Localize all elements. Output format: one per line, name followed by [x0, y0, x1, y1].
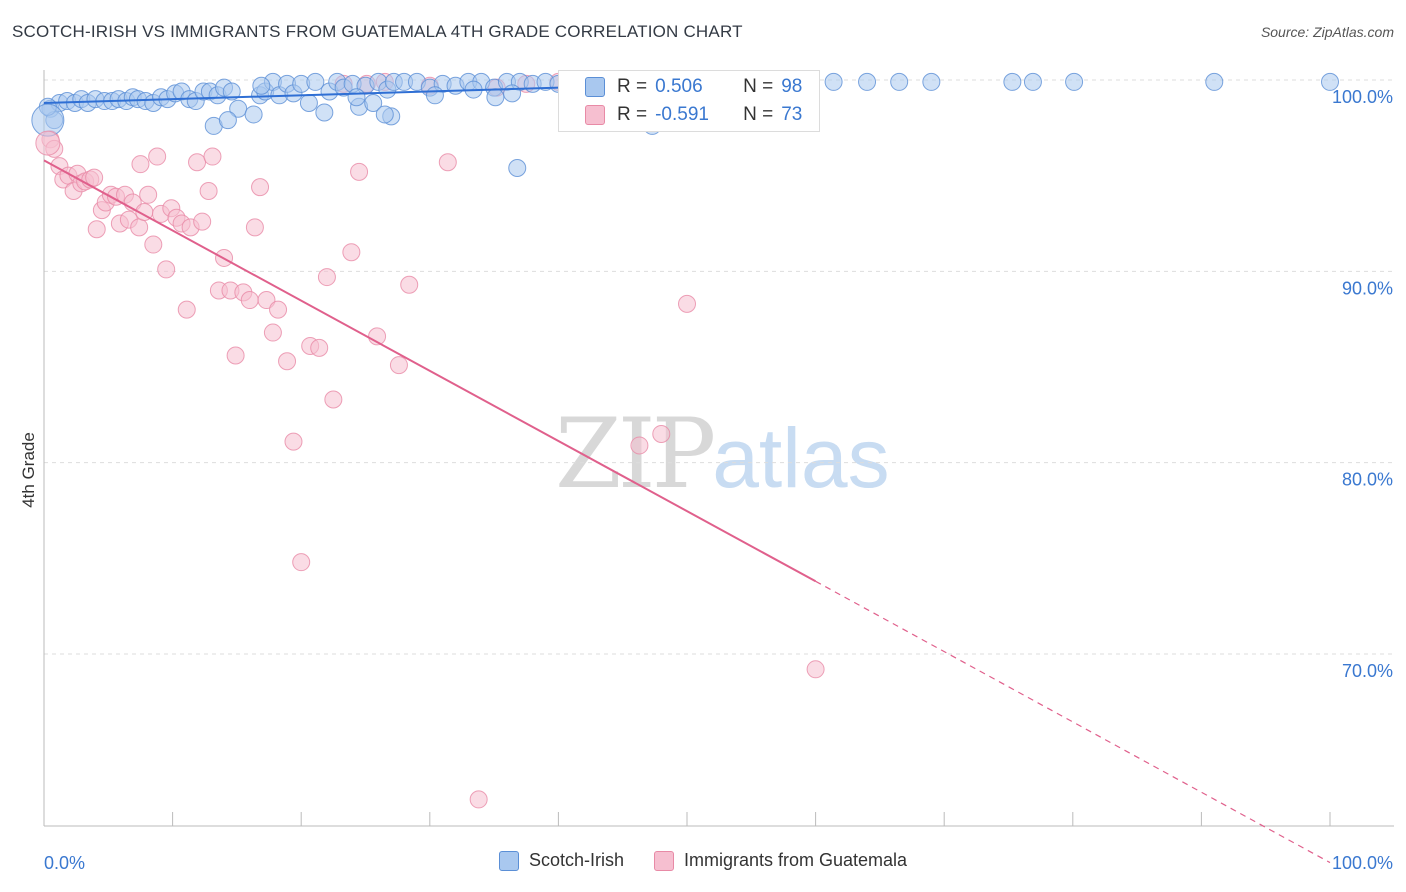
guatemala-point	[678, 294, 696, 313]
scotch-irish-point	[890, 72, 909, 91]
scotch-irish-point	[306, 72, 325, 91]
y-tick-label: 70.0%	[1342, 661, 1393, 681]
guatemala-point	[157, 260, 176, 279]
guatemala-point	[652, 424, 671, 443]
scotch-irish-point	[229, 99, 248, 118]
guatemala-swatch	[585, 105, 605, 125]
guatemala-point	[148, 147, 167, 166]
bottom-legend: Scotch-Irish Immigrants from Guatemala	[0, 850, 1406, 871]
n-value: 98	[781, 76, 803, 97]
stats-legend-box: R = 0.506 N = 98 R = -0.591 N = 73	[558, 70, 820, 132]
guatemala-point	[630, 436, 649, 455]
guatemala-point	[438, 153, 457, 172]
guatemala-point	[131, 155, 150, 174]
scotch-irish-point	[503, 84, 522, 103]
guatemala-point	[263, 323, 282, 342]
n-value: 73	[781, 104, 803, 125]
guatemala-point	[310, 338, 329, 357]
scotch-irish-point	[1321, 72, 1339, 91]
scotch-irish-point	[375, 105, 394, 124]
r-label: R =	[617, 104, 648, 125]
guatemala-point	[284, 432, 303, 451]
r-value: -0.591	[655, 104, 709, 125]
guatemala-point	[240, 291, 259, 310]
guatemala-point	[806, 660, 825, 679]
scotch-irish-swatch	[585, 77, 605, 97]
stats-row-guatemala: R = -0.591 N = 73	[559, 101, 802, 129]
guatemala-point	[87, 220, 106, 239]
scotch-irish-swatch	[498, 850, 519, 871]
chart-title: SCOTCH-IRISH VS IMMIGRANTS FROM GUATEMAL…	[12, 22, 743, 41]
guatemala-point	[324, 390, 343, 409]
guatemala-point	[389, 356, 408, 375]
guatemala-point	[35, 130, 61, 156]
guatemala-point	[177, 300, 196, 319]
guatemala-point	[226, 346, 245, 365]
trend-line	[43, 159, 817, 583]
scotch-irish-point	[347, 88, 366, 107]
y-axis-title: 4th Grade	[19, 432, 38, 508]
legend-item-scotch-irish[interactable]: Scotch-Irish	[498, 850, 624, 871]
guatemala-point	[188, 153, 207, 172]
scotch-irish-point	[508, 159, 527, 178]
trend-lines	[43, 79, 1331, 864]
scotch-irish-point	[486, 88, 505, 107]
guatemala-point	[85, 168, 104, 187]
guatemala-point	[342, 243, 361, 262]
guatemala-point	[350, 162, 369, 181]
n-label: N =	[743, 104, 774, 125]
guatemala-point	[251, 178, 270, 197]
guatemala-point	[130, 218, 149, 237]
scotch-irish-point	[425, 86, 444, 105]
y-tick-label: 80.0%	[1342, 470, 1393, 490]
grid-lines	[44, 79, 1394, 655]
scotch-irish-point	[299, 93, 318, 112]
scotch-irish-point	[244, 105, 263, 124]
guatemala-point	[269, 300, 288, 319]
guatemala-point	[139, 185, 158, 204]
scotch-irish-point	[858, 72, 877, 91]
guatemala-point	[400, 275, 419, 294]
scotch-irish-point	[824, 72, 843, 91]
guatemala-point	[144, 235, 163, 254]
guatemala-point	[292, 553, 311, 572]
scotch-irish-point	[364, 93, 383, 112]
guatemala-point	[193, 212, 212, 231]
legend-item-guatemala[interactable]: Immigrants from Guatemala	[653, 850, 908, 871]
guatemala-point	[199, 181, 218, 200]
scotch-irish-point	[218, 111, 237, 130]
scotch-irish-point	[1065, 72, 1084, 91]
r-label: R =	[617, 76, 648, 97]
axis-labels: 100.0% 90.0% 80.0% 70.0% 0.0% 100.0% 4th Grade	[19, 87, 1393, 873]
guatemala-swatch	[653, 850, 674, 871]
legend-label: Immigrants from Guatemala	[683, 850, 908, 870]
trend-line-extension	[815, 580, 1331, 864]
n-label: N =	[743, 76, 774, 97]
x-tick-label: 100.0%	[1332, 853, 1393, 873]
scotch-irish-point	[222, 82, 241, 101]
scotch-irish-point	[1003, 72, 1022, 91]
scotch-irish-point	[922, 72, 941, 91]
guatemala-point	[245, 218, 264, 237]
data-points	[31, 72, 1339, 809]
r-value: 0.506	[655, 76, 703, 97]
scotch-irish-point	[1023, 72, 1042, 91]
guatemala-point	[203, 147, 222, 166]
guatemala-point	[278, 352, 297, 371]
x-tick-label: 0.0%	[44, 853, 85, 873]
stats-row-scotch-irish: R = 0.506 N = 98	[559, 73, 802, 101]
watermark-atlas: atlas	[712, 411, 890, 505]
guatemala-point	[317, 268, 336, 287]
scotch-irish-point	[1205, 72, 1224, 91]
scotch-irish-point	[252, 76, 271, 95]
legend-label: Scotch-Irish	[528, 850, 624, 870]
y-tick-label: 100.0%	[1332, 87, 1393, 107]
axes	[43, 70, 1394, 827]
guatemala-point	[257, 291, 276, 310]
guatemala-point	[469, 790, 488, 809]
scotch-irish-point	[315, 103, 334, 122]
y-tick-label: 90.0%	[1342, 278, 1393, 298]
source-label: Source: ZipAtlas.com	[1260, 24, 1394, 40]
